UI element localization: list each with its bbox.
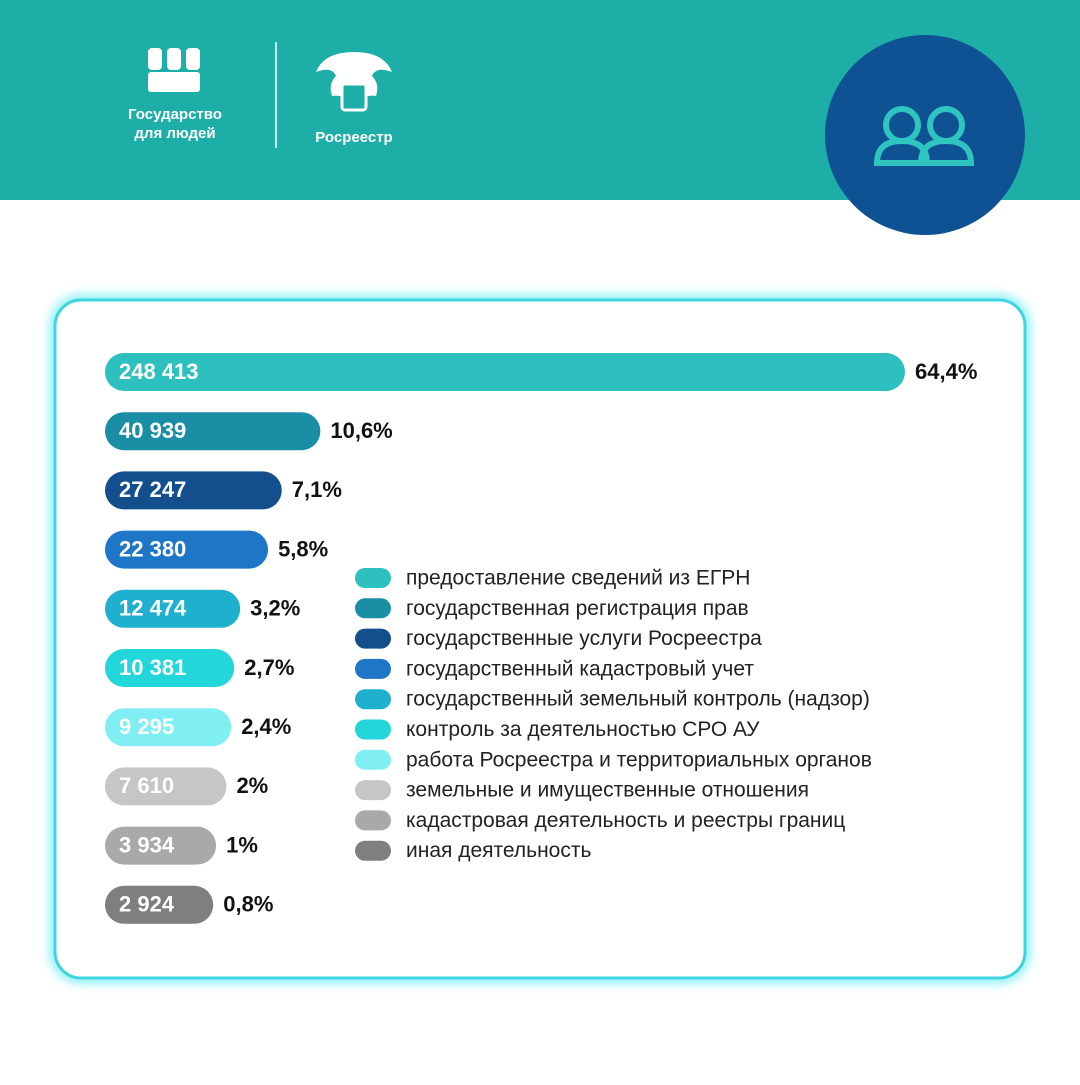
legend-label: государственный земельный контроль (надз…: [406, 688, 870, 711]
legend-label: государственные услуги Росреестра: [406, 627, 762, 650]
share-label: 5,8%: [278, 536, 328, 561]
bar: [105, 885, 214, 924]
legend-label: государственная регистрация прав: [406, 597, 749, 620]
legend-swatch: [355, 780, 391, 801]
bar: [105, 708, 232, 747]
bar: [105, 412, 321, 451]
value-label: 248 413: [119, 359, 199, 384]
agency-emblem: [316, 52, 392, 112]
legend-swatch: [355, 598, 391, 619]
share-label: 2,4%: [241, 714, 291, 739]
brand-line: Государство: [128, 106, 222, 123]
value-label: 27 247: [119, 477, 186, 502]
bar: [105, 530, 269, 569]
value-label: 7 610: [119, 773, 174, 798]
legend-label: земельные и имущественные отношения: [406, 779, 809, 802]
card: [53, 298, 1027, 980]
share-label: 3,2%: [250, 596, 300, 621]
legend-label: кадастровая деятельность и реестры грани…: [406, 809, 845, 832]
legend-label: контроль за деятельностью СРО АУ: [406, 718, 760, 741]
share-label: 64,4%: [915, 359, 977, 384]
share-label: 1%: [226, 832, 258, 857]
legend-swatch: [355, 689, 391, 710]
value-label: 12 474: [119, 596, 187, 621]
legend-label: предоставление сведений из ЕГРН: [406, 567, 750, 590]
value-label: 3 934: [119, 832, 175, 857]
legend-label: иная деятельность: [406, 839, 591, 862]
bar: [105, 471, 282, 510]
legend-swatch: [355, 749, 391, 770]
share-label: 2,7%: [244, 655, 294, 680]
people-icon: [873, 106, 975, 166]
share-label: 10,6%: [330, 418, 392, 443]
brand-line: для людей: [134, 125, 215, 142]
legend-swatch: [355, 568, 391, 588]
icon-circle: [825, 35, 1025, 235]
bar: [105, 589, 241, 628]
legend-swatch: [355, 840, 391, 861]
value-label: 40 939: [119, 418, 186, 443]
legend-swatch: [355, 658, 391, 679]
value-label: 22 380: [119, 536, 186, 561]
legend-swatch: [355, 628, 391, 649]
share-label: 2%: [236, 773, 268, 798]
bar: [105, 649, 235, 687]
bar: [105, 826, 217, 865]
legend-swatch: [355, 719, 391, 740]
share-label: 7,1%: [292, 477, 342, 502]
value-label: 2 924: [119, 892, 175, 917]
bar: [105, 767, 227, 806]
legend-label: работа Росреестра и территориальных орга…: [406, 748, 872, 771]
value-label: 10 381: [119, 655, 186, 680]
legend-swatch: [355, 810, 391, 831]
brand-logo: [148, 48, 200, 92]
share-label: 0,8%: [223, 892, 273, 917]
bar: [105, 353, 905, 391]
legend-label: государственный кадастровый учет: [406, 657, 754, 680]
agency-name: Росреестр: [315, 129, 392, 146]
value-label: 9 295: [119, 714, 174, 739]
